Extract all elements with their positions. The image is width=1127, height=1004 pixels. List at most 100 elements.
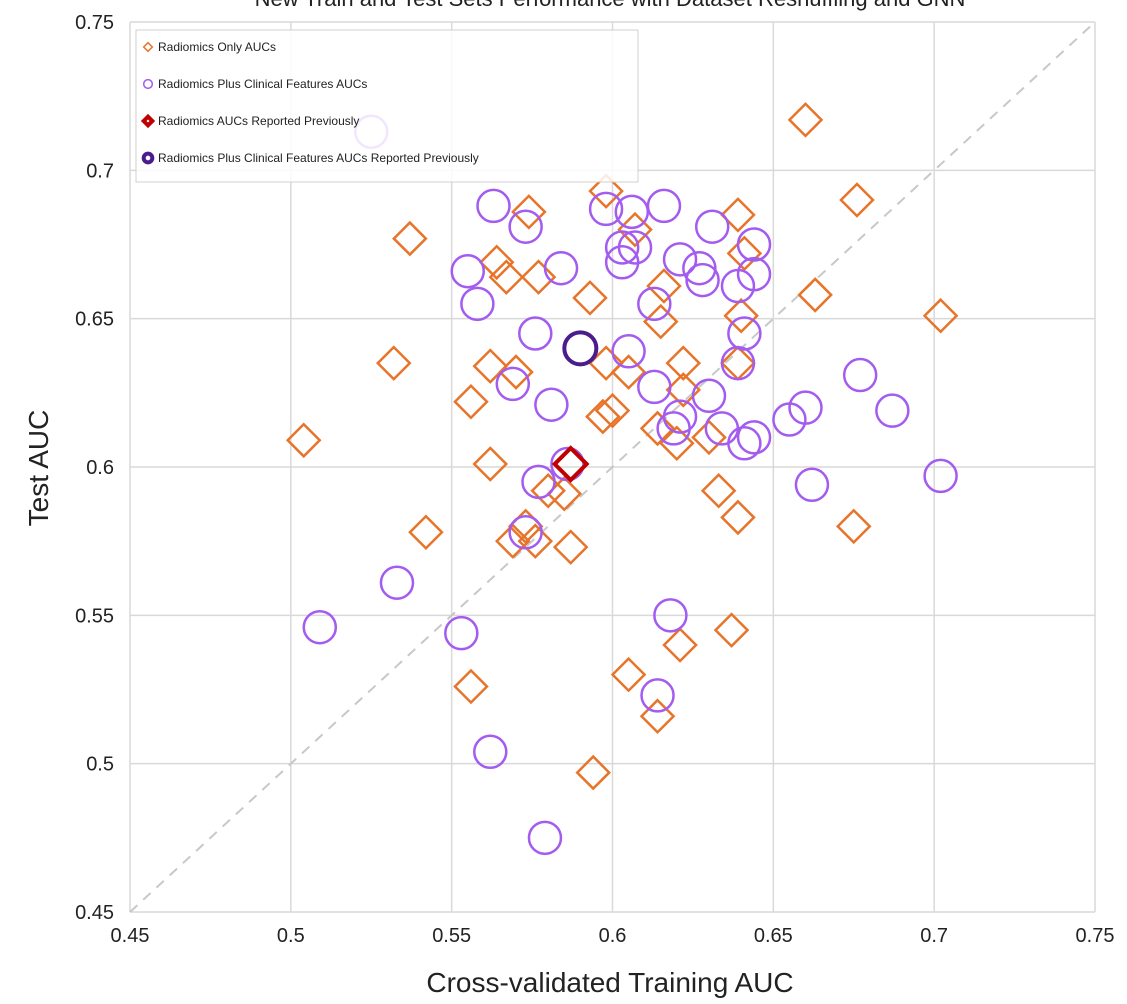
x-tick-label: 0.7 bbox=[920, 925, 948, 947]
circle-point bbox=[682, 250, 717, 286]
diamond-point bbox=[488, 259, 525, 295]
diamond-point bbox=[517, 523, 554, 559]
diamond-point bbox=[642, 303, 679, 340]
diamond-point bbox=[639, 410, 676, 447]
diamond-point bbox=[453, 383, 489, 420]
y-tick-label: 0.5 bbox=[86, 754, 114, 776]
circle-point bbox=[302, 609, 338, 645]
diamond-point bbox=[610, 656, 647, 693]
diamond-point bbox=[720, 499, 756, 536]
circle-point bbox=[640, 678, 675, 713]
circle-point bbox=[662, 399, 698, 434]
circle-point bbox=[508, 515, 543, 550]
diamond-point bbox=[285, 422, 322, 459]
diamond-point bbox=[713, 612, 750, 648]
circle-point bbox=[444, 615, 479, 651]
diamond-point bbox=[839, 182, 875, 218]
circle-point bbox=[476, 188, 511, 224]
diamond-point bbox=[478, 244, 515, 281]
diamond-point bbox=[575, 754, 611, 791]
y-tick-label: 0.55 bbox=[75, 605, 114, 627]
x-tick-label: 0.6 bbox=[599, 925, 627, 947]
diamond-point bbox=[835, 508, 872, 545]
diamond-point bbox=[588, 173, 624, 209]
circle-point bbox=[923, 458, 958, 494]
diamond-point bbox=[551, 445, 590, 483]
circle-point bbox=[727, 426, 762, 461]
diamond-point bbox=[665, 372, 702, 408]
circle-point bbox=[637, 286, 672, 322]
legend-label: Radiomics AUCs Reported Previously bbox=[158, 114, 359, 128]
reference-line bbox=[129, 21, 1096, 913]
diamond-point bbox=[646, 268, 682, 304]
circle-point bbox=[604, 230, 640, 265]
legend: Radiomics Only AUCs Radiomics Plus Clinic… bbox=[135, 29, 639, 183]
circle-point bbox=[637, 369, 672, 405]
y-tick-label: 0.6 bbox=[86, 457, 114, 479]
diamond-point bbox=[552, 529, 589, 565]
diamond-point bbox=[662, 627, 698, 663]
x-tick-label: 0.5 bbox=[277, 925, 305, 947]
diamond-point bbox=[797, 277, 833, 313]
circle-point bbox=[794, 467, 830, 503]
legend-marker bbox=[140, 113, 156, 129]
circle-point bbox=[736, 420, 772, 455]
circle-point bbox=[617, 230, 653, 265]
diamond-point bbox=[572, 280, 608, 316]
diamond-point bbox=[408, 514, 444, 551]
legend-marker bbox=[142, 41, 154, 53]
diamond-point bbox=[639, 698, 676, 734]
circle-point bbox=[527, 820, 563, 856]
circle-point bbox=[653, 598, 688, 633]
circle-point bbox=[720, 345, 756, 381]
circle-point bbox=[550, 446, 585, 482]
diamond-point bbox=[617, 211, 653, 248]
circle-point bbox=[508, 209, 543, 244]
diamond-point bbox=[453, 668, 489, 705]
diamond-point bbox=[472, 348, 509, 384]
diamond-point bbox=[530, 472, 566, 509]
x-tick-label: 0.45 bbox=[111, 925, 150, 947]
circle-point bbox=[562, 330, 599, 367]
diamond-point bbox=[546, 475, 583, 512]
circle-point bbox=[875, 393, 910, 428]
legend-box bbox=[135, 29, 639, 183]
circle-point bbox=[543, 250, 579, 286]
diamond-point bbox=[691, 419, 727, 456]
y-tick-label: 0.65 bbox=[75, 309, 114, 331]
diamond-point bbox=[720, 197, 756, 233]
diamond-point bbox=[375, 345, 412, 381]
circle-point bbox=[694, 209, 730, 244]
diamond-point bbox=[498, 354, 534, 390]
circle-point bbox=[588, 191, 624, 227]
diamond-point bbox=[585, 398, 621, 435]
x-axis-label: Cross-validated Training AUC bbox=[426, 967, 793, 998]
circle-point bbox=[460, 286, 495, 322]
legend-label: Radiomics Plus Clinical Features AUCs Re… bbox=[158, 151, 479, 165]
circle-point bbox=[473, 734, 508, 770]
legend-marker bbox=[142, 78, 154, 90]
y-tick-label: 0.7 bbox=[86, 160, 114, 182]
data-points bbox=[285, 102, 959, 856]
diamond-point bbox=[665, 345, 702, 381]
circle-point bbox=[495, 366, 531, 402]
legend-marker bbox=[141, 151, 155, 165]
circle-point bbox=[521, 464, 556, 500]
circle-point bbox=[691, 378, 727, 414]
circle-point bbox=[736, 227, 772, 262]
circle-point bbox=[662, 242, 698, 277]
diamond-point bbox=[520, 259, 557, 295]
circle-point bbox=[518, 316, 553, 351]
diamond-point bbox=[787, 102, 824, 138]
y-tick-label: 0.45 bbox=[75, 902, 114, 924]
circle-point bbox=[379, 565, 415, 600]
chart-title: New Train and Test Sets Performance with… bbox=[255, 0, 966, 11]
diamond-point bbox=[723, 297, 759, 334]
diamond-point bbox=[472, 446, 509, 482]
circle-point bbox=[727, 316, 762, 351]
diamond-point bbox=[511, 194, 547, 230]
diamond-point bbox=[726, 235, 763, 272]
y-axis-label: Test AUC bbox=[23, 410, 54, 527]
diamond-point bbox=[700, 472, 737, 509]
x-tick-label: 0.55 bbox=[432, 925, 471, 947]
